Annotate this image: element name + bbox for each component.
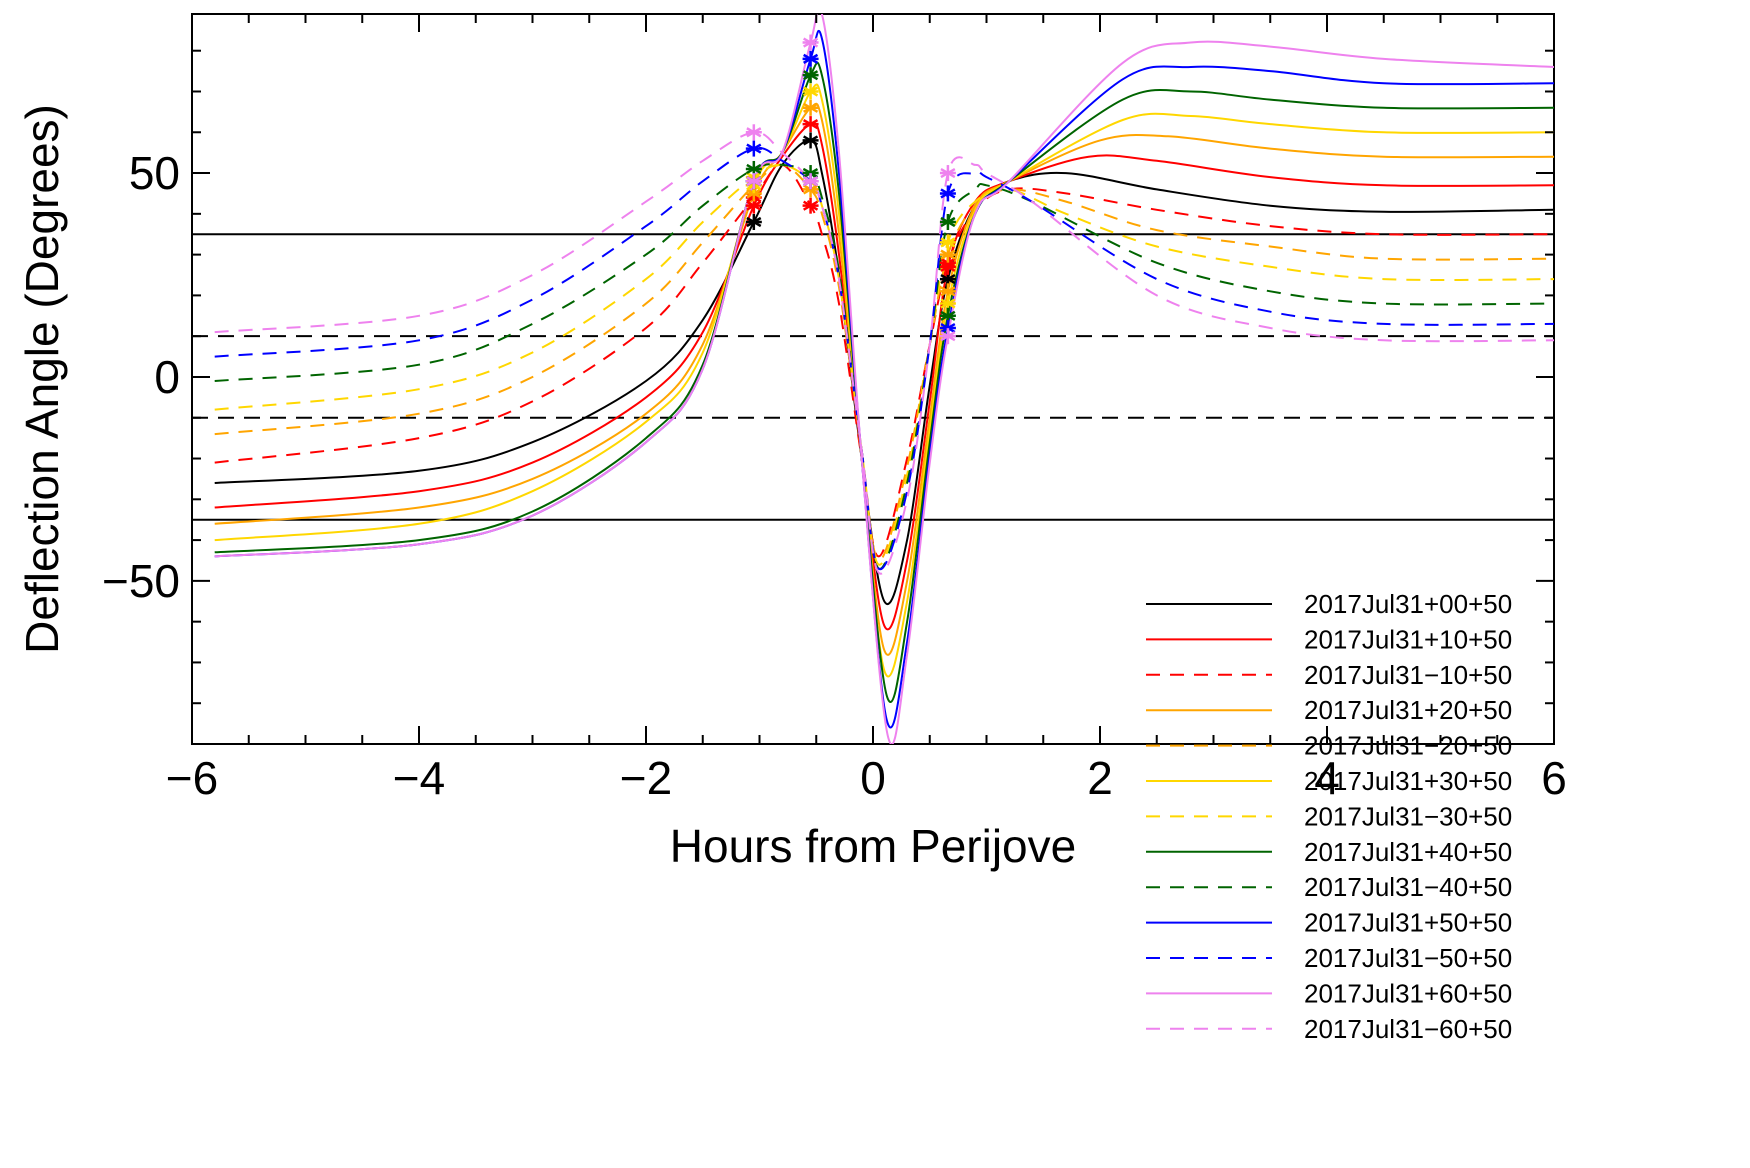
series-line-3 <box>214 102 1554 656</box>
legend-label-10: 2017Jul31−50+50 <box>1304 943 1512 973</box>
series-marker <box>802 34 819 51</box>
series-marker <box>802 50 819 67</box>
y-axis-title: Deflection Angle (Degrees) <box>16 104 68 654</box>
series-marker <box>802 67 819 84</box>
y-tick-label: 50 <box>129 147 180 199</box>
legend-label-11: 2017Jul31+60+50 <box>1304 978 1512 1008</box>
series-marker <box>802 83 819 100</box>
series-line-2 <box>214 163 1554 558</box>
series-marker <box>802 181 819 198</box>
series-marker <box>745 213 762 230</box>
series-marker <box>745 124 762 141</box>
legend-label-4: 2017Jul31−20+50 <box>1304 731 1512 761</box>
y-tick-label: −50 <box>102 555 180 607</box>
series-marker <box>802 99 819 116</box>
series-marker <box>802 197 819 214</box>
series-marker <box>745 140 762 157</box>
series-marker <box>802 132 819 149</box>
x-tick-label: 6 <box>1541 752 1567 804</box>
legend-label-5: 2017Jul31+30+50 <box>1304 766 1512 796</box>
series-line-5 <box>214 83 1554 678</box>
series-marker <box>745 185 762 202</box>
series-marker <box>802 116 819 133</box>
series-line-12 <box>214 131 1554 575</box>
x-tick-label: 2 <box>1087 752 1113 804</box>
x-tick-label: −4 <box>393 752 445 804</box>
legend-label-1: 2017Jul31+10+50 <box>1304 624 1512 654</box>
legend-label-7: 2017Jul31+40+50 <box>1304 837 1512 867</box>
marker-layer <box>745 34 956 345</box>
x-axis-title: Hours from Perijove <box>670 820 1076 872</box>
legend-label-2: 2017Jul31−10+50 <box>1304 660 1512 690</box>
series-marker <box>939 185 956 202</box>
series-line-0 <box>214 139 1554 605</box>
y-tick-label: 0 <box>154 351 180 403</box>
legend-label-9: 2017Jul31+50+50 <box>1304 908 1512 938</box>
series-marker <box>939 165 956 182</box>
series-marker <box>745 173 762 190</box>
legend-label-6: 2017Jul31−30+50 <box>1304 801 1512 831</box>
series-marker <box>939 328 956 345</box>
x-tick-label: −2 <box>620 752 672 804</box>
reference-lines <box>192 233 1554 521</box>
legend-label-3: 2017Jul31+20+50 <box>1304 695 1512 725</box>
series-line-6 <box>214 163 1554 566</box>
series-layer <box>214 14 1554 744</box>
series-marker <box>939 234 956 251</box>
series-line-10 <box>214 146 1554 571</box>
legend-label-12: 2017Jul31−60+50 <box>1304 1014 1512 1044</box>
legend-label-8: 2017Jul31−40+50 <box>1304 872 1512 902</box>
series-marker <box>802 173 819 190</box>
legend-label-0: 2017Jul31+00+50 <box>1304 589 1512 619</box>
x-tick-label: 4 <box>1314 752 1340 804</box>
x-tick-label: −6 <box>166 752 218 804</box>
series-line-11 <box>214 14 1554 744</box>
series-line-4 <box>214 163 1554 562</box>
legend: 2017Jul31+00+50 2017Jul31+10+50 2017Jul31−… <box>1146 589 1512 1044</box>
series-marker <box>939 213 956 230</box>
tick-layer: −6 −4 −2 0 2 4 6 −50 0 50 <box>102 14 1567 804</box>
x-tick-label: 0 <box>860 752 886 804</box>
